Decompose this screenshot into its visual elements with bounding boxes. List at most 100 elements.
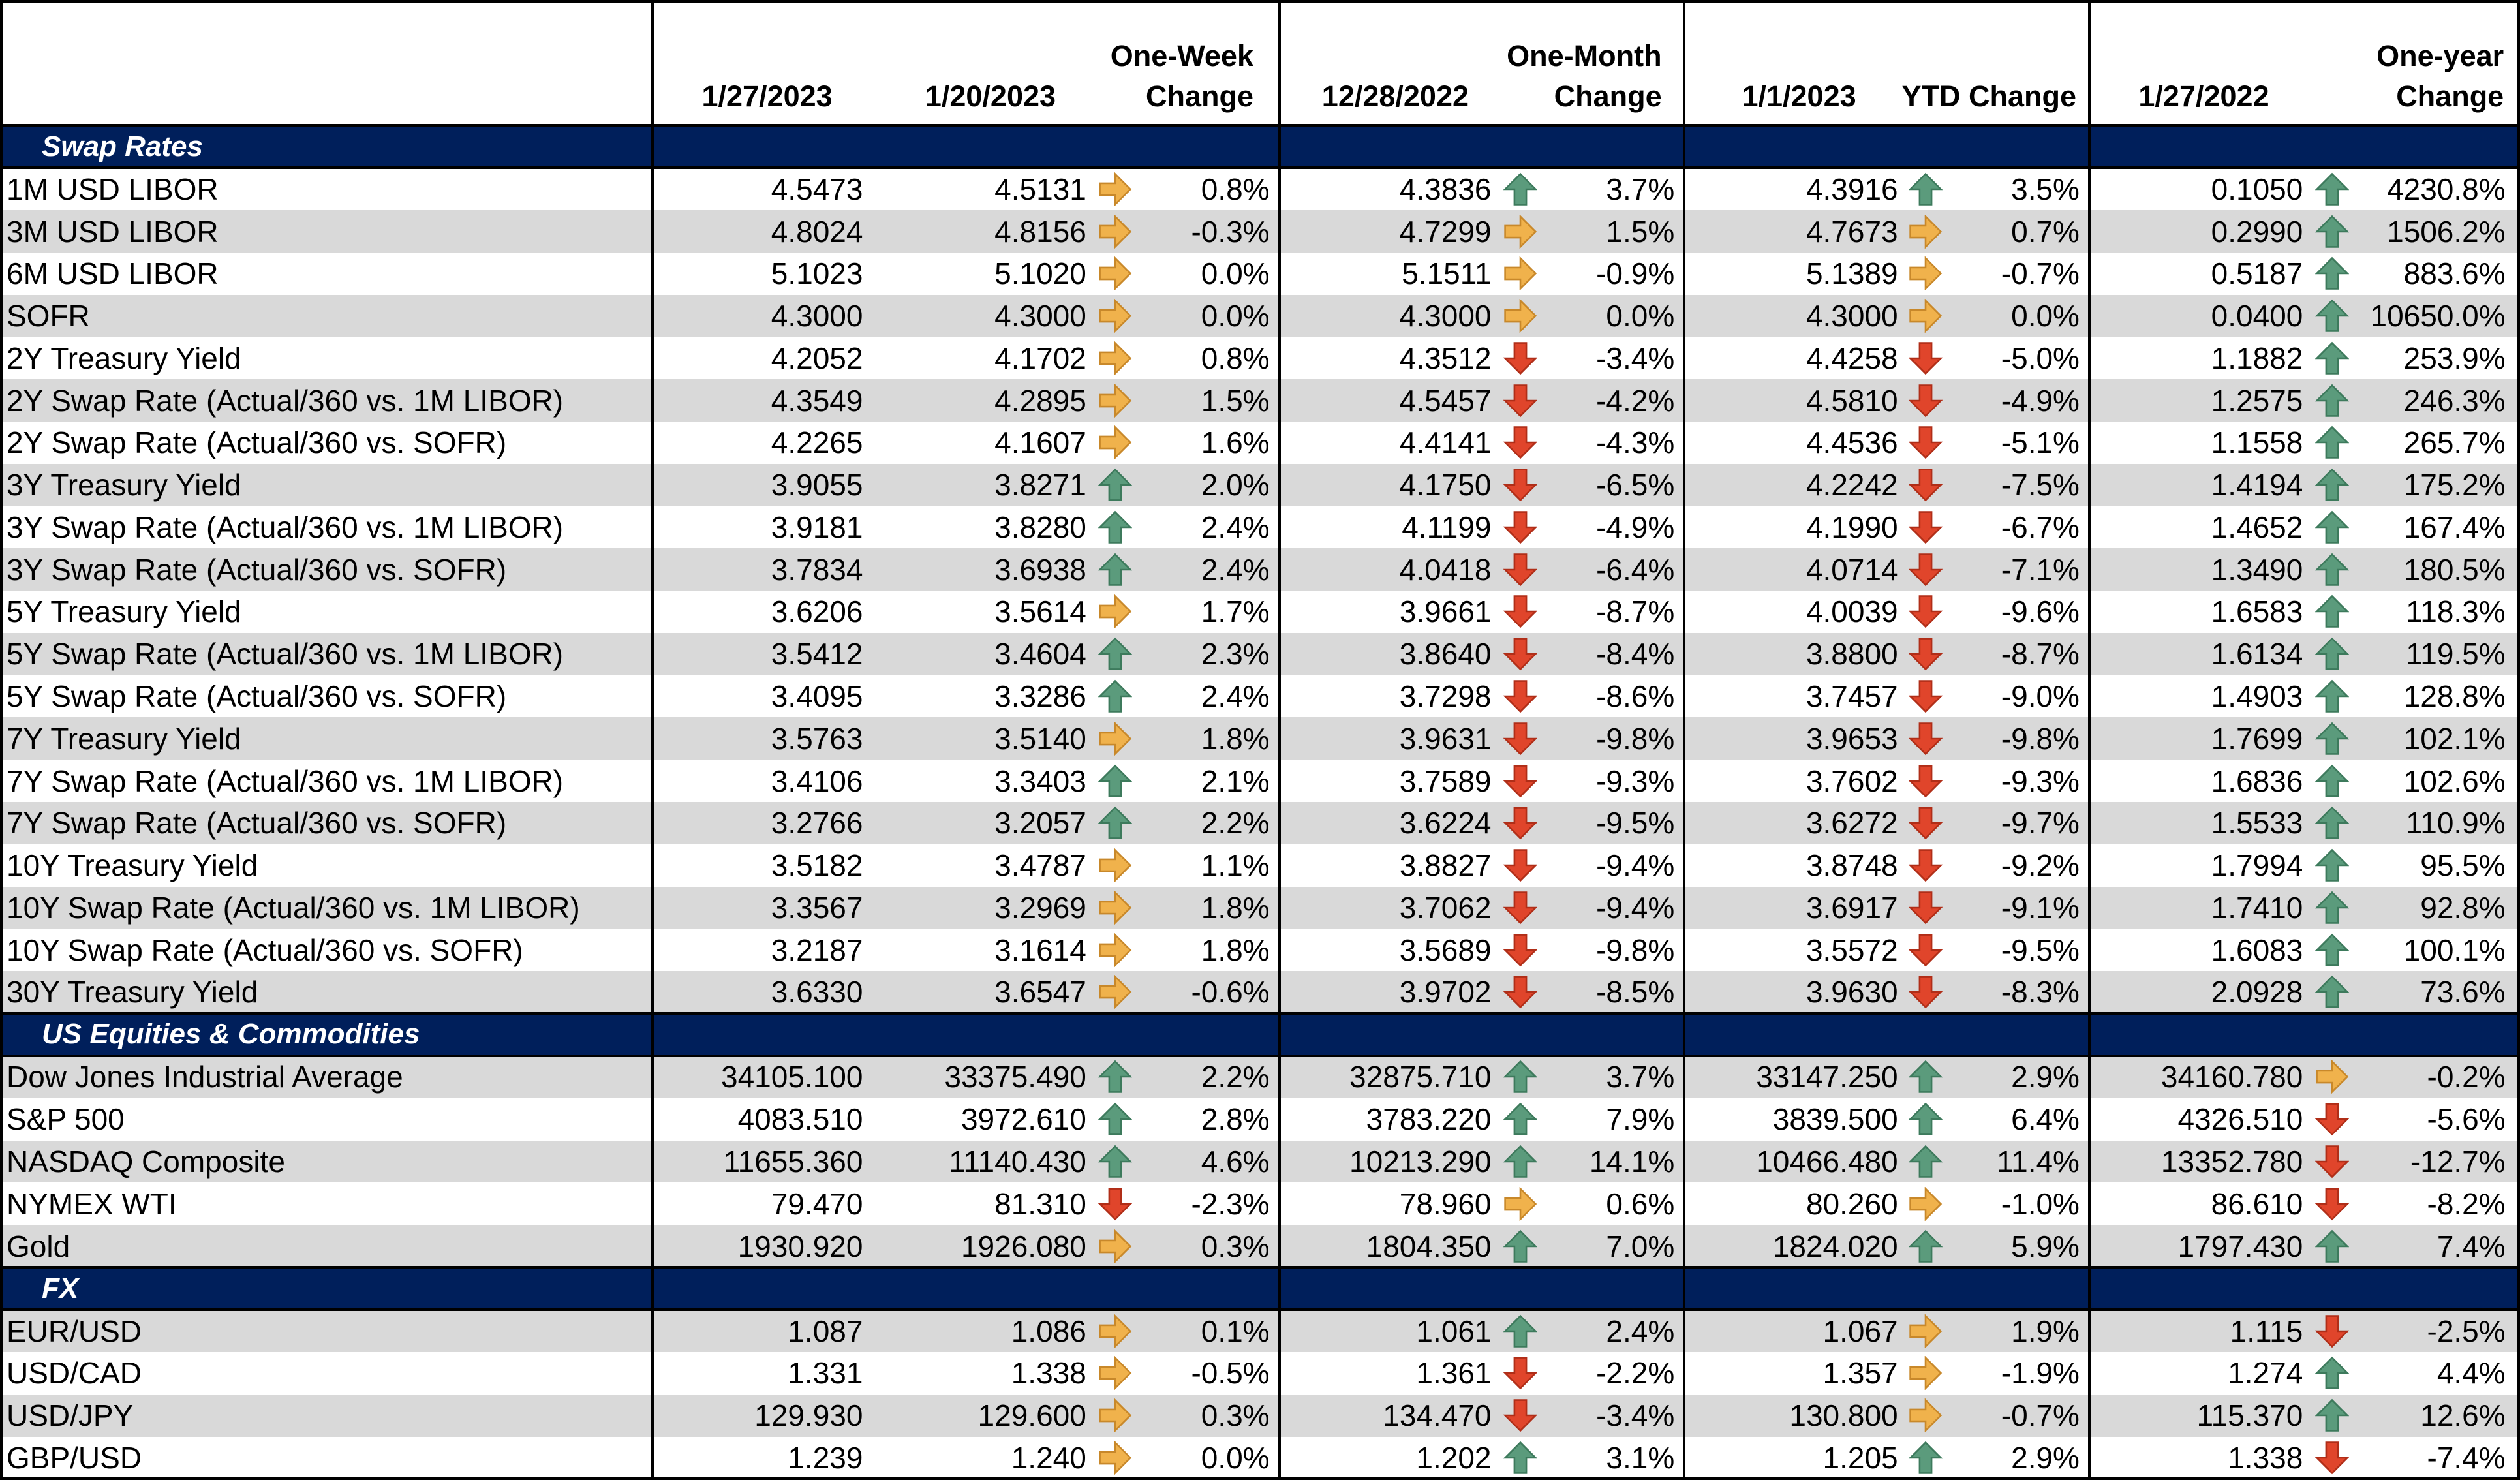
arrow-up-icon	[1906, 168, 1945, 210]
rate-value: 4.3000	[771, 299, 863, 333]
rate-value: 3.6330	[771, 975, 863, 1010]
change-value: -9.7%	[2001, 806, 2080, 840]
arrow-down-icon	[1501, 760, 1540, 802]
rate-value: 32875.710	[1349, 1060, 1492, 1094]
arrow-up-icon	[2313, 295, 2352, 337]
rate-value: 3.9702	[1399, 975, 1492, 1010]
arrow-down-icon	[1906, 887, 1945, 929]
rate-value: 3.3567	[771, 890, 863, 925]
rate-value: 4.5810	[1805, 383, 1898, 418]
rate-value: 1.061	[1416, 1314, 1492, 1348]
rate-value: 0.5187	[2211, 256, 2303, 291]
change-value: -1.9%	[2001, 1356, 2080, 1391]
arrow-right-icon	[1096, 337, 1135, 379]
arrow-down-icon	[1501, 802, 1540, 844]
row-label: 3Y Swap Rate (Actual/360 vs. SOFR)	[7, 552, 507, 587]
rate-value: 4.8024	[771, 214, 863, 249]
rate-value: 129.930	[754, 1398, 863, 1433]
rate-value: 4.4141	[1399, 425, 1492, 460]
rate-value: 4.1702	[994, 341, 1086, 375]
rate-value: 81.310	[994, 1186, 1086, 1221]
arrow-down-icon	[1501, 844, 1540, 887]
rate-value: 1.7994	[2211, 848, 2303, 883]
rate-value: 3.2187	[771, 933, 863, 967]
arrow-up-icon	[1096, 760, 1135, 802]
arrow-up-icon	[2313, 887, 2352, 929]
rate-value: 80.260	[1805, 1186, 1898, 1221]
arrow-up-icon	[2313, 1352, 2352, 1395]
table-row: SOFR 4.3000 4.3000 0.0% 4.3000 0.0% 4.3000 0.0%…	[0, 294, 2520, 337]
table-row: 5Y Swap Rate (Actual/360 vs. SOFR) 3.4095…	[0, 675, 2520, 718]
change-value: -0.7%	[2001, 256, 2080, 291]
arrow-right-icon	[1096, 168, 1135, 210]
change-value: 2.1%	[1201, 763, 1270, 798]
arrow-right-icon	[1096, 1352, 1135, 1395]
arrow-right-icon	[1096, 210, 1135, 253]
column-header-line: 1/20/2023	[925, 80, 1056, 113]
rate-value: 3.6938	[994, 552, 1086, 587]
rate-value: 1.338	[2228, 1440, 2303, 1475]
arrow-up-icon	[1501, 1098, 1540, 1141]
rate-value: 4.3836	[1399, 172, 1492, 206]
arrow-up-icon	[2313, 971, 2352, 1013]
rate-value: 3.8640	[1399, 637, 1492, 671]
row-label: EUR/USD	[7, 1314, 142, 1348]
column-divider	[651, 0, 654, 1479]
rate-value: 3.4095	[771, 679, 863, 714]
arrow-up-icon	[1096, 633, 1135, 675]
row-label: SOFR	[7, 299, 90, 333]
rate-value: 3.6917	[1805, 890, 1898, 925]
rate-value: 1.115	[2230, 1314, 2303, 1348]
rate-value: 4.3512	[1399, 341, 1492, 375]
table-row: 2Y Swap Rate (Actual/360 vs. SOFR) 4.2265…	[0, 422, 2520, 464]
table-row: 7Y Treasury Yield 3.5763 3.5140 1.8% 3.9631 -…	[0, 717, 2520, 760]
rate-value: 1797.430	[2177, 1229, 2303, 1263]
change-value: 1.5%	[1606, 214, 1675, 249]
arrow-up-icon	[2313, 1395, 2352, 1437]
arrow-up-icon	[2313, 802, 2352, 844]
arrow-down-icon	[1906, 464, 1945, 506]
rate-value: 1.205	[1822, 1440, 1898, 1475]
change-value: 2.2%	[1201, 806, 1270, 840]
rate-value: 3.6547	[994, 975, 1086, 1010]
change-value: -6.5%	[1596, 468, 1675, 502]
rate-value: 1.6083	[2211, 933, 2303, 967]
rate-value: 5.1511	[1402, 256, 1492, 291]
arrow-down-icon	[1501, 633, 1540, 675]
change-value: -2.3%	[1191, 1186, 1270, 1221]
arrow-right-icon	[1906, 1310, 1945, 1352]
change-value: 0.0%	[1201, 256, 1270, 291]
column-header-line: Change	[2396, 80, 2504, 113]
table-row: 1M USD LIBOR 4.5473 4.5131 0.8% 4.3836 3.7% 4.…	[0, 168, 2520, 210]
change-value: -8.7%	[2001, 637, 2080, 671]
rate-value: 34160.780	[2160, 1060, 2303, 1094]
section-header: US Equities & Commodities	[0, 1013, 2520, 1056]
change-value: 1.9%	[2011, 1314, 2080, 1348]
arrow-right-icon	[1906, 1182, 1945, 1225]
change-value: 0.0%	[1201, 1440, 1270, 1475]
change-value: 3.7%	[1606, 1060, 1675, 1094]
column-header-line: 1/27/2022	[2138, 80, 2269, 113]
change-value: 3.5%	[2011, 172, 2080, 206]
column-divider	[2087, 0, 2091, 1479]
change-value: 6.4%	[2011, 1102, 2080, 1137]
change-value: 883.6%	[2403, 256, 2506, 291]
row-label: 30Y Treasury Yield	[7, 975, 258, 1010]
rate-value: 1.202	[1416, 1440, 1492, 1475]
column-header-line: One-Week	[1110, 39, 1253, 72]
table-row: GBP/USD 1.239 1.240 0.0% 1.202 3.1% 1.205 2.9% 1…	[0, 1437, 2520, 1479]
change-value: 7.4%	[2436, 1229, 2506, 1263]
row-label: 1M USD LIBOR	[7, 172, 219, 206]
change-value: 0.3%	[1201, 1229, 1270, 1263]
arrow-right-icon	[1096, 717, 1135, 760]
rate-value: 4.3000	[994, 299, 1086, 333]
change-value: -3.4%	[1596, 341, 1675, 375]
row-label: Gold	[7, 1229, 70, 1263]
arrow-right-icon	[1096, 422, 1135, 464]
rate-value: 3.7589	[1399, 763, 1492, 798]
row-label: 10Y Treasury Yield	[7, 848, 258, 883]
change-value: -9.4%	[1596, 848, 1675, 883]
arrow-up-icon	[1906, 1437, 1945, 1479]
change-value: -9.4%	[1596, 890, 1675, 925]
change-value: 180.5%	[2403, 552, 2506, 587]
